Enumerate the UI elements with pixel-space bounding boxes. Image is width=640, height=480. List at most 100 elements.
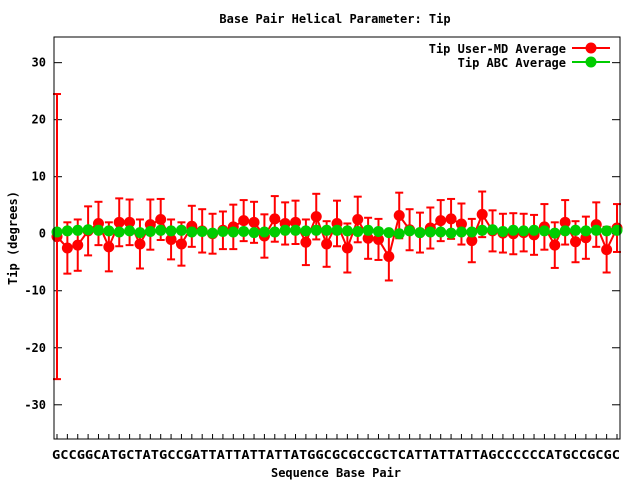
x-axis-label: Sequence Base Pair [271, 466, 401, 480]
data-point [113, 226, 125, 238]
data-point [310, 211, 322, 223]
data-point [341, 242, 353, 254]
data-point [559, 216, 571, 228]
data-point [455, 226, 467, 238]
legend-marker-sample [585, 56, 597, 68]
data-point [134, 227, 146, 239]
data-point [414, 227, 426, 239]
data-point [518, 225, 530, 237]
data-point [352, 213, 364, 225]
data-point [279, 224, 291, 236]
data-point [601, 225, 613, 237]
data-point [466, 235, 478, 247]
data-point [248, 227, 260, 239]
data-point [321, 224, 333, 236]
data-point [300, 236, 312, 248]
data-point [196, 225, 208, 237]
data-point [165, 225, 177, 237]
data-point [497, 225, 509, 237]
chart-title: Base Pair Helical Parameter: Tip [219, 12, 450, 26]
data-point [227, 226, 239, 238]
y-tick-label: 30 [32, 56, 46, 70]
data-point [134, 238, 146, 250]
data-point [580, 225, 592, 237]
y-axis-ticks: 30 20 10 0 -10 -20 -30 [24, 56, 620, 439]
data-point [487, 224, 499, 236]
data-point [393, 209, 405, 221]
data-point [549, 239, 561, 251]
x-category-labels: GCCGGCATGCTATGCCGATTATTATTATTATGGCGCGCCG… [52, 448, 620, 462]
data-point [144, 225, 156, 237]
y-tick-label: 10 [32, 170, 46, 184]
data-point [207, 227, 219, 239]
data-point [362, 232, 374, 244]
data-point [611, 224, 623, 236]
data-point [331, 224, 343, 236]
data-point [124, 225, 136, 237]
data-point [538, 225, 550, 237]
data-point [393, 228, 405, 240]
data-point [175, 238, 187, 250]
data-point [559, 225, 571, 237]
legend-label-user-md: Tip User-MD Average [429, 42, 566, 56]
data-point [165, 233, 177, 245]
data-point [362, 224, 374, 236]
data-point [269, 226, 281, 238]
data-point [476, 208, 488, 220]
data-point [113, 216, 125, 228]
data-point [103, 225, 115, 237]
data-point [476, 224, 488, 236]
data-point [455, 218, 467, 230]
data-point [549, 227, 561, 239]
data-point [383, 251, 395, 263]
series-user-md [51, 93, 623, 381]
data-point [290, 224, 302, 236]
data-point [238, 215, 250, 227]
data-point [51, 226, 63, 238]
data-point [269, 213, 281, 225]
data-point [321, 238, 333, 250]
y-tick-label: -10 [24, 284, 46, 298]
data-point [258, 226, 270, 238]
data-point [466, 226, 478, 238]
data-point [103, 241, 115, 253]
y-tick-label: 0 [39, 227, 46, 241]
data-point [372, 233, 384, 245]
data-point [383, 227, 395, 239]
data-point [435, 226, 447, 238]
data-point [124, 216, 136, 228]
y-axis-label: Tip (degrees) [6, 191, 20, 285]
data-point [445, 227, 457, 239]
y-tick-label: -20 [24, 341, 46, 355]
data-point [341, 225, 353, 237]
legend-marker-sample [585, 42, 597, 54]
plot-frame [53, 36, 621, 440]
data-point [248, 216, 260, 228]
data-point [72, 239, 84, 251]
data-point [372, 225, 384, 237]
data-point [92, 224, 104, 236]
data-point [590, 224, 602, 236]
data-point [155, 224, 167, 236]
data-point [300, 225, 312, 237]
data-point [528, 224, 540, 236]
data-point [424, 226, 436, 238]
data-point [61, 242, 73, 254]
series-layer [51, 93, 623, 381]
legend: Tip User-MD Average Tip ABC Average [429, 42, 610, 70]
data-point [238, 225, 250, 237]
data-point [352, 225, 364, 237]
data-point [570, 236, 582, 248]
legend-label-abc: Tip ABC Average [458, 56, 566, 70]
data-point [175, 224, 187, 236]
data-point [61, 225, 73, 237]
data-point [601, 244, 613, 256]
data-point [72, 224, 84, 236]
data-point [217, 225, 229, 237]
data-point [155, 213, 167, 225]
data-point [186, 226, 198, 238]
series-abc [51, 224, 623, 240]
data-point [404, 225, 416, 237]
data-point [82, 224, 94, 236]
